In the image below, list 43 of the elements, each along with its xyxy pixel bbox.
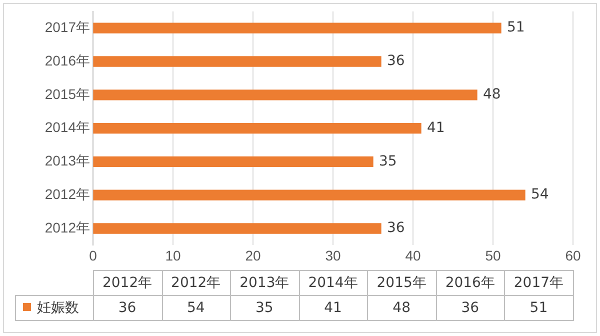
data-label: 36 <box>387 53 405 70</box>
x-tick-label: 20 <box>245 247 261 264</box>
x-tick-label: 2016年 <box>445 275 495 292</box>
data-label: 48 <box>483 86 501 103</box>
y-tick-label: 2013年 <box>44 152 90 169</box>
bar <box>93 190 526 200</box>
x-tick-label: 10 <box>165 247 181 264</box>
data-label: 35 <box>256 300 274 316</box>
x-tick-label: 40 <box>405 247 421 264</box>
data-label: 51 <box>530 300 548 316</box>
data-label: 36 <box>118 300 136 316</box>
y-tick-label: 2017年 <box>44 18 90 35</box>
data-label: 54 <box>531 186 549 203</box>
data-label: 41 <box>324 300 342 316</box>
y-tick-label: 2012年 <box>44 219 90 236</box>
data-label: 51 <box>507 20 525 36</box>
x-tick-label: 2012年 <box>171 275 221 292</box>
x-tick-label: 2012年 <box>102 275 152 292</box>
data-label: 48 <box>392 300 410 316</box>
data-label: 54 <box>186 300 205 316</box>
bar <box>93 56 382 67</box>
bar <box>93 156 374 168</box>
x-tick-label: 2017年 <box>514 275 564 292</box>
bar <box>93 90 478 100</box>
data-label: 35 <box>379 153 397 170</box>
x-tick-label: 60 <box>565 247 581 264</box>
y-tick-label: 2016年 <box>44 52 90 68</box>
x-tick-label: 30 <box>325 247 341 264</box>
x-tick-label: 0 <box>89 247 98 264</box>
y-tick-label: 妊娠数 <box>37 300 79 316</box>
bar <box>93 122 422 134</box>
x-tick-label: 50 <box>485 247 501 264</box>
x-tick-label: 2015年 <box>376 275 426 292</box>
data-label: 41 <box>427 120 445 136</box>
bar <box>93 22 502 34</box>
bar <box>93 223 382 234</box>
data-label: 36 <box>387 220 405 236</box>
y-tick-label: 2012年 <box>44 186 90 202</box>
x-tick-label: 2014年 <box>308 275 358 292</box>
y-tick-label: 2014年 <box>44 119 90 136</box>
data-label: 36 <box>461 300 480 316</box>
x-tick-label: 2013年 <box>240 275 290 292</box>
y-tick-label: 2015年 <box>44 86 90 102</box>
